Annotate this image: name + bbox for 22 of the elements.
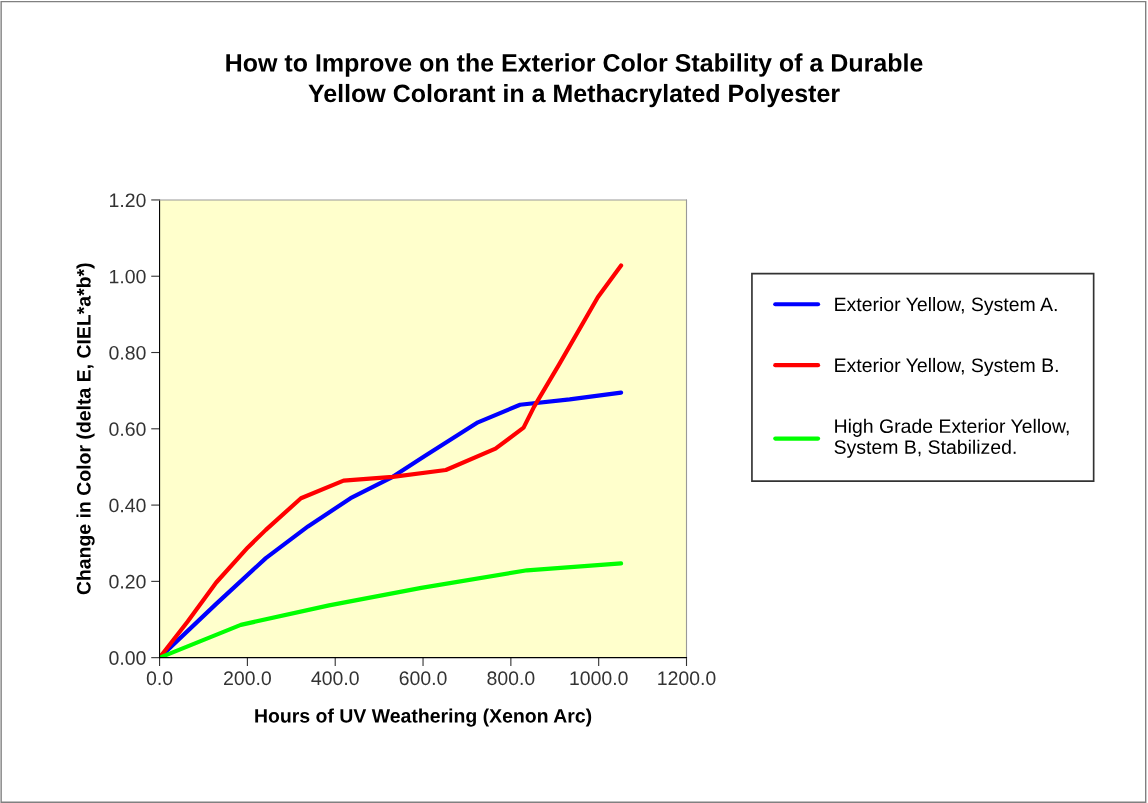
- x-axis-title: Hours of UV Weathering (Xenon Arc): [255, 708, 592, 727]
- line-series: [159, 263, 624, 658]
- y-tick-label: 0.40: [109, 498, 146, 513]
- y-tick-label: 0.00: [109, 651, 146, 665]
- x-tick-label: 0.0: [146, 671, 173, 686]
- x-tick-label: 400.0: [311, 671, 359, 686]
- line-series: [159, 561, 624, 658]
- legend-label: Exterior Yellow, System A.: [835, 296, 1057, 316]
- x-tick-label: 1200.0: [658, 671, 716, 686]
- legend-label: Exterior Yellow, System B.: [835, 357, 1058, 376]
- x-tick-label: 200.0: [224, 671, 271, 686]
- chart-title: How to Improve on the Exterior Color Stability of a Durable Yellow Colorant in a Methacrylated Polyester: [226, 53, 923, 108]
- x-tick-label: 800.0: [487, 671, 535, 686]
- x-tick-label: 1000.0: [570, 671, 628, 686]
- x-tick-label: 600.0: [399, 671, 447, 686]
- y-tick-label: 0.60: [109, 422, 146, 437]
- y-tick-label: 0.80: [109, 345, 146, 360]
- y-tick-label: 1.20: [110, 193, 146, 208]
- legend-label: High Grade Exterior Yellow, System B, Stabilized.: [834, 418, 1069, 458]
- y-axis-title: Change in Color (delta E, CIEL*a*b*): [76, 263, 95, 595]
- y-tick-label: 0.20: [109, 574, 146, 589]
- y-tick-label: 1.00: [110, 269, 146, 284]
